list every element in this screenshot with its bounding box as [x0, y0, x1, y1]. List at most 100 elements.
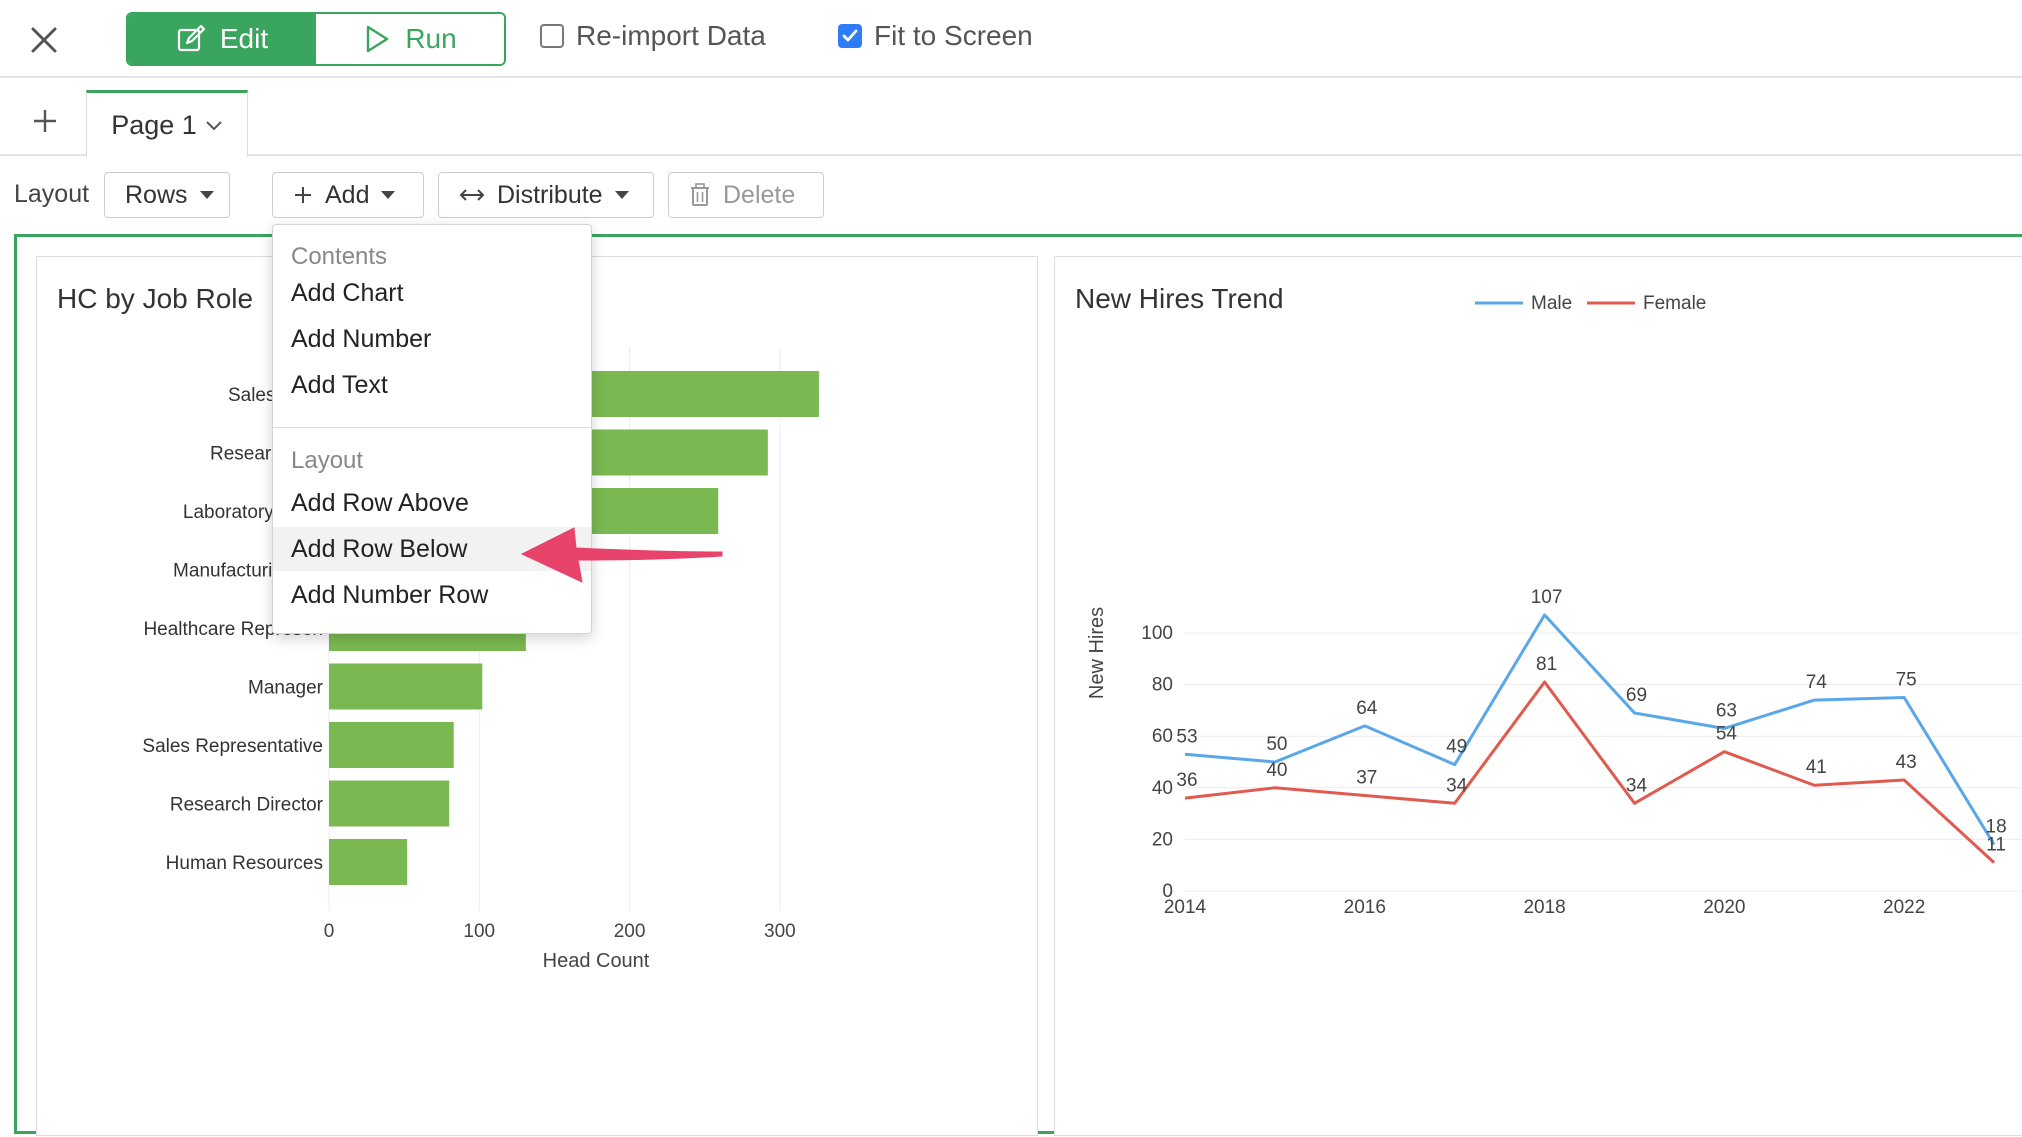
bar: [329, 839, 408, 885]
rows-label: Rows: [125, 180, 188, 209]
data-label: 40: [1266, 760, 1287, 781]
y-category-label: Research Director: [170, 795, 324, 816]
plus-icon: [295, 187, 311, 203]
x-axis-label: Head Count: [543, 950, 650, 972]
menu-item-add-number[interactable]: Add Number: [291, 325, 432, 353]
data-label: 34: [1626, 775, 1648, 796]
y-category-label: Sales Representative: [142, 736, 323, 757]
y-category-label: Manager: [248, 678, 324, 699]
y-tick-label: 20: [1152, 829, 1173, 850]
data-label: 50: [1266, 734, 1287, 755]
data-label: 43: [1896, 752, 1917, 773]
tab-page-1[interactable]: Page 1: [86, 90, 248, 157]
data-label: 74: [1806, 672, 1828, 693]
menu-item-add-chart[interactable]: Add Chart: [291, 279, 404, 307]
chart-panel-new-hires-trend[interactable]: New Hires Trend 0 20 40 60 80 100 2014 2016 2018…: [1054, 256, 2022, 1136]
x-tick-label: 2018: [1523, 897, 1565, 918]
run-button[interactable]: Run: [316, 14, 504, 64]
chart-title: New Hires Trend: [1075, 283, 1284, 314]
menu-divider: [273, 427, 591, 428]
horizontal-arrows-icon: [459, 189, 485, 201]
x-tick-label: 0: [324, 921, 335, 942]
distribute-label: Distribute: [497, 180, 603, 209]
x-tick-label: 100: [463, 921, 495, 942]
x-tick-label: 2016: [1344, 897, 1386, 918]
data-label: 81: [1536, 654, 1557, 675]
menu-item-add-number-row[interactable]: Add Number Row: [291, 581, 489, 609]
x-tick-label: 300: [764, 921, 796, 942]
delete-button[interactable]: Delete: [668, 172, 824, 218]
plus-icon: [34, 110, 56, 132]
x-tick-label: 2014: [1164, 897, 1207, 918]
y-tick-label: 80: [1152, 675, 1173, 696]
x-tick-label: 2022: [1883, 897, 1925, 918]
data-label: 107: [1531, 587, 1563, 608]
bar: [329, 722, 454, 768]
data-label: 18: [1986, 817, 2007, 838]
data-label: 69: [1626, 685, 1647, 706]
menu-item-add-row-below[interactable]: Add Row Below: [273, 527, 591, 571]
reimport-checkbox-box[interactable]: [540, 24, 564, 48]
data-label: 36: [1176, 770, 1197, 791]
add-dropdown-button[interactable]: Add: [272, 172, 424, 218]
series-line: [1184, 613, 1996, 846]
edit-icon: [177, 24, 205, 52]
data-label: 34: [1446, 775, 1468, 796]
menu-item-add-text[interactable]: Add Text: [291, 371, 388, 399]
y-tick-label: 60: [1152, 726, 1173, 747]
y-tick-label: 100: [1141, 623, 1173, 644]
distribute-dropdown-button[interactable]: Distribute: [438, 172, 654, 218]
x-tick-label: 200: [614, 921, 646, 942]
y-tick-label: 0: [1162, 881, 1173, 902]
legend-label: Female: [1643, 293, 1706, 314]
data-label: 53: [1176, 726, 1197, 747]
menu-section-header: Contents: [291, 243, 388, 270]
chart-title: HC by Job Role: [57, 283, 254, 314]
chevron-down-icon: [206, 121, 222, 131]
caret-down-icon: [614, 191, 629, 199]
series-line: [1184, 680, 1996, 864]
fit-checkbox-box[interactable]: [838, 24, 862, 48]
play-icon: [367, 25, 389, 53]
top-toolbar: Edit Run Re-import Data Fit to Screen: [0, 0, 2022, 78]
edit-button[interactable]: Edit: [128, 14, 316, 64]
data-label: 41: [1806, 757, 1827, 778]
menu-item-add-row-above[interactable]: Add Row Above: [291, 489, 469, 517]
data-label: 37: [1356, 768, 1377, 789]
close-icon: [31, 27, 57, 53]
rows-dropdown[interactable]: Rows: [104, 172, 230, 218]
run-label: Run: [405, 23, 457, 54]
x-tick-label: 2020: [1703, 897, 1745, 918]
caret-down-icon: [381, 191, 396, 199]
data-label: 75: [1896, 670, 1917, 691]
add-page-button[interactable]: [30, 106, 60, 136]
data-label: 64: [1356, 698, 1378, 719]
y-axis-label: New Hires: [1086, 607, 1108, 699]
line-chart: 0 20 40 60 80 100 2014 2016 2018 2020 2022 New Hire…: [1086, 293, 2022, 918]
fit-label: Fit to Screen: [874, 20, 1033, 51]
layout-label: Layout: [14, 180, 90, 208]
tab-label: Page 1: [111, 109, 197, 140]
data-label: 63: [1716, 700, 1737, 721]
reimport-data-checkbox[interactable]: Re-import Data: [540, 20, 766, 52]
legend-label: Male: [1531, 293, 1572, 314]
data-label: 54: [1716, 724, 1738, 745]
caret-down-icon: [199, 191, 214, 199]
trash-icon: [691, 183, 709, 206]
close-button[interactable]: [24, 20, 64, 60]
mode-toggle: Edit Run: [126, 12, 506, 66]
page-tabs-bar: Page 1: [0, 78, 2022, 157]
bar: [329, 780, 450, 827]
menu-section-header: Layout: [291, 447, 364, 474]
data-label: 11: [1986, 835, 2006, 856]
y-tick-label: 40: [1152, 778, 1173, 799]
add-dropdown-menu: Contents Add Chart Add Number Add Text L…: [272, 224, 592, 634]
add-label: Add: [325, 180, 370, 209]
reimport-label: Re-import Data: [576, 20, 766, 51]
fit-to-screen-checkbox[interactable]: Fit to Screen: [838, 20, 1033, 52]
bar: [329, 663, 483, 710]
data-label: 49: [1446, 737, 1467, 758]
edit-label: Edit: [219, 23, 269, 54]
y-category-label: Human Resources: [166, 853, 323, 874]
checkmark-icon: [842, 29, 858, 42]
